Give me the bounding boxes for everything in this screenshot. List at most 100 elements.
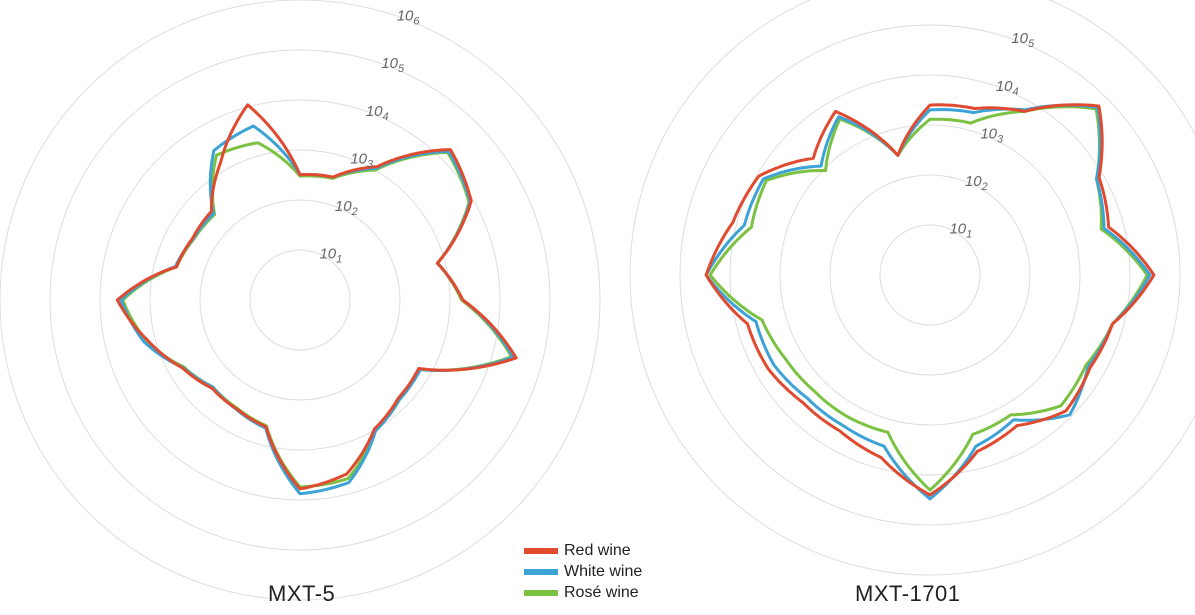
data-point <box>298 487 302 491</box>
data-point <box>119 298 123 302</box>
chart-title-mxt-5: MXT-5 <box>268 581 336 606</box>
data-point <box>470 199 473 203</box>
data-point <box>1084 363 1088 367</box>
data-point <box>347 481 351 484</box>
legend-swatch-red <box>524 547 558 554</box>
legend-item-white-wine: White wine <box>524 561 642 582</box>
data-point <box>974 445 978 448</box>
data-point <box>1100 227 1103 231</box>
data-point <box>971 433 974 436</box>
data-point <box>928 493 932 497</box>
data-point <box>784 357 787 360</box>
data-point <box>928 118 932 121</box>
data-point <box>1089 366 1092 369</box>
tick-label: 102 <box>335 198 358 218</box>
legend: Red wine White wine Rosé wine <box>524 540 642 603</box>
data-point <box>436 262 439 265</box>
series-line-ros-wine <box>708 105 1149 492</box>
data-point <box>976 450 979 453</box>
data-point <box>746 322 749 326</box>
data-point <box>772 363 776 367</box>
grid-circle <box>199 199 401 401</box>
data-point <box>1009 413 1012 417</box>
data-point <box>449 148 452 151</box>
series-line-white-wine <box>119 124 515 496</box>
data-point <box>819 164 823 168</box>
data-point <box>146 339 150 342</box>
data-point <box>750 225 753 229</box>
data-point <box>801 401 804 404</box>
data-point <box>212 212 215 215</box>
series-line-white-wine <box>704 103 1152 501</box>
data-point <box>142 340 146 343</box>
data-point <box>1015 424 1019 427</box>
data-point <box>461 298 464 302</box>
radar-chart-mxt-5: 101 102 103 104 105 106 <box>0 0 601 601</box>
legend-swatch-rose <box>524 589 558 596</box>
grid-circle <box>829 174 1031 376</box>
data-point <box>879 456 883 459</box>
chart-title-mxt-1701: MXT-1701 <box>855 581 961 606</box>
grid-circle <box>99 99 501 501</box>
data-point <box>743 224 746 227</box>
tick-label: 103 <box>350 150 374 170</box>
grid-circle <box>779 124 1081 426</box>
data-point <box>345 472 348 476</box>
data-point <box>1059 404 1063 407</box>
data-point <box>841 424 845 427</box>
grid-circle <box>149 149 451 451</box>
data-point <box>837 115 840 119</box>
data-point <box>708 273 712 277</box>
tick-label: 102 <box>965 173 988 193</box>
data-point <box>812 157 815 160</box>
data-point <box>215 154 218 157</box>
tick-label: 104 <box>366 103 389 123</box>
data-point <box>252 124 255 128</box>
data-point <box>1012 418 1015 421</box>
tick-label: 106 <box>1027 0 1051 3</box>
data-point <box>928 497 932 501</box>
tick-label: 106 <box>397 8 421 28</box>
data-point <box>116 298 119 302</box>
data-point <box>1152 273 1156 277</box>
data-point <box>731 221 735 224</box>
series-line-red-wine <box>115 103 518 491</box>
data-point <box>766 367 770 370</box>
data-point <box>882 445 886 448</box>
data-point <box>972 111 975 114</box>
legend-item-rose-wine: Rosé wine <box>524 582 642 603</box>
grid-circle <box>679 24 1181 526</box>
data-point <box>928 108 932 112</box>
legend-item-red-wine: Red wine <box>524 540 642 561</box>
data-point <box>212 149 215 152</box>
data-point <box>969 121 972 125</box>
series-line-red-wine <box>704 103 1156 497</box>
data-point <box>1097 176 1101 179</box>
tick-label: 101 <box>949 220 972 240</box>
data-point <box>375 165 379 168</box>
legend-label: White wine <box>564 562 643 580</box>
data-point <box>928 488 932 492</box>
data-point <box>757 174 760 178</box>
tick-label: 105 <box>1011 30 1035 50</box>
data-point <box>973 107 976 110</box>
data-point <box>346 477 350 480</box>
grid-circle <box>629 0 1195 576</box>
series-line-ros-wine <box>121 141 513 489</box>
data-point <box>219 161 222 164</box>
data-point <box>175 265 178 269</box>
data-point <box>1064 409 1068 413</box>
data-point <box>754 320 758 323</box>
grid-circle <box>49 49 551 551</box>
data-point <box>1111 322 1114 326</box>
data-point <box>246 103 249 107</box>
data-point <box>765 179 768 182</box>
grid-circle <box>879 224 981 326</box>
data-point <box>298 173 302 176</box>
data-point <box>1095 177 1098 181</box>
data-point <box>824 169 827 172</box>
data-point <box>1097 104 1101 108</box>
data-point <box>373 427 376 431</box>
data-point <box>896 154 900 157</box>
